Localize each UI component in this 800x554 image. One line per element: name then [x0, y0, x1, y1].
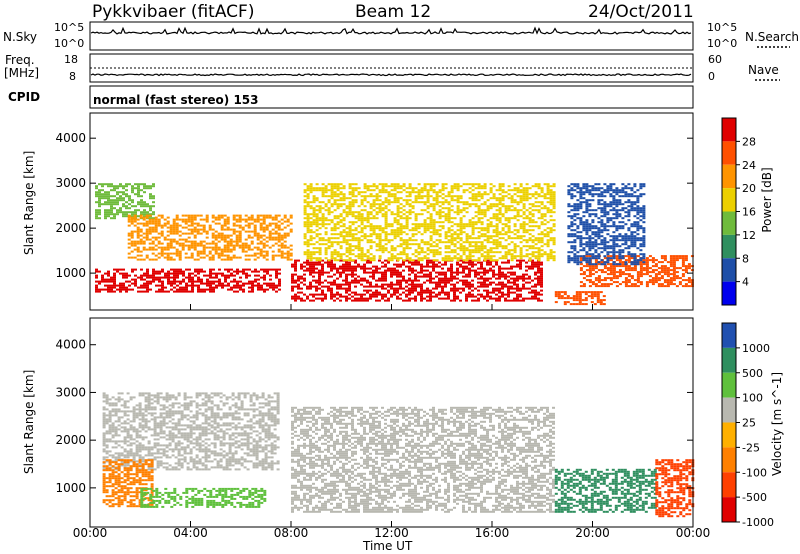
nsearch-label: N.Search — [745, 30, 800, 44]
x-tick-label: 00:00 — [676, 526, 711, 540]
power-data-region — [95, 268, 281, 293]
freq-label: Freq. — [5, 53, 35, 67]
power-data-region — [127, 214, 293, 261]
power-colorbar-swatch — [722, 141, 736, 165]
velocity-colorbar-tick-label: 500 — [742, 367, 763, 380]
x-tick-label: 04:00 — [173, 526, 208, 540]
power-data-region — [291, 259, 543, 302]
velocity-colorbar-tick-label: 100 — [742, 392, 763, 405]
power-y-tick-label: 2000 — [55, 221, 86, 235]
power-colorbar-swatch — [722, 234, 736, 259]
velocity-colorbar-swatch — [722, 323, 736, 348]
power-colorbar-tick-label: 20 — [742, 182, 756, 195]
cpid-label: CPID — [8, 90, 41, 104]
velocity-colorbar-swatch — [722, 372, 736, 398]
power-colorbar-tick-label: 16 — [742, 206, 756, 219]
power-colorbar-swatch — [722, 211, 736, 235]
power-colorbar-swatch — [722, 118, 736, 142]
velocity-colorbar-tick-label: -100 — [742, 466, 767, 479]
x-axis-label: Time UT — [363, 539, 413, 553]
velocity-y-tick-label: 2000 — [55, 433, 86, 447]
power-y-tick-label: 3000 — [55, 176, 86, 190]
velocity-data-region — [655, 459, 695, 518]
x-tick-label: 20:00 — [575, 526, 610, 540]
velocity-colorbar-tick-label: -25 — [742, 441, 760, 454]
velocity-colorbar-swatch — [722, 422, 736, 448]
power-colorbar-tick-label: 8 — [742, 252, 749, 265]
nsky-strip — [89, 21, 694, 51]
nsearch-tick-top: 10^5 — [707, 21, 738, 34]
power-colorbar-swatch — [722, 164, 736, 189]
power-colorbar-tick-label: 12 — [742, 229, 756, 242]
velocity-colorbar-swatch — [722, 472, 736, 498]
velocity-data-region — [291, 406, 555, 513]
power-colorbar-tick-label: 4 — [742, 276, 749, 289]
cpid-strip — [89, 85, 694, 109]
freq-trace — [90, 73, 692, 77]
power-colorbar-tick-label: 28 — [742, 135, 756, 148]
power-colorbar-swatch — [722, 258, 736, 282]
date-label: 24/Oct/2011 — [588, 2, 694, 22]
nsky-label: N.Sky — [3, 30, 38, 44]
power-y-tick-label: 1000 — [55, 266, 86, 280]
beam-label: Beam 12 — [355, 2, 432, 22]
freq-tick-bottom: 8 — [69, 70, 76, 83]
velocity-colorbar-swatch — [722, 447, 736, 473]
nave-tick-bottom: 0 — [708, 70, 715, 83]
power-colorbar-swatch — [722, 281, 736, 305]
x-tick-label: 08:00 — [274, 526, 309, 540]
velocity-colorbar-swatch — [722, 397, 736, 423]
velocity-data-region — [102, 459, 154, 508]
nsky-tick-bottom: 10^0 — [54, 37, 85, 50]
x-tick-label: 00:00 — [73, 526, 108, 540]
velocity-y-tick-label: 4000 — [55, 338, 86, 352]
nsearch-tick-bottom: 10^0 — [707, 37, 738, 50]
velocity-colorbar-swatch — [722, 497, 736, 522]
velocity-y-tick-label: 3000 — [55, 385, 86, 399]
x-tick-label: 16:00 — [475, 526, 510, 540]
velocity-data-region — [140, 487, 267, 508]
power-colorbar-tick-label: 24 — [742, 159, 756, 172]
power-data-region — [303, 183, 556, 262]
power-data-region — [95, 183, 155, 220]
velocity-colorbar-tick-label: -500 — [742, 491, 767, 504]
station-title: Pykkvibaer (fitACF) — [92, 2, 255, 22]
power-y-tick-label: 4000 — [55, 131, 86, 145]
nsky-trace — [90, 26, 692, 35]
cpid-text: normal (fast stereo) 153 — [93, 93, 259, 107]
freq-unit: [MHz] — [4, 66, 40, 80]
freq-tick-top: 18 — [64, 53, 78, 66]
nave-label: Nave — [748, 63, 779, 77]
power-data-region — [554, 291, 606, 306]
x-tick-label: 12:00 — [374, 526, 409, 540]
nave-tick-top: 60 — [708, 53, 722, 66]
velocity-y-tick-label: 1000 — [55, 481, 86, 495]
nsky-tick-top: 10^5 — [54, 21, 85, 34]
velocity-colorbar-swatch — [722, 347, 736, 373]
power-colorbar-swatch — [722, 188, 736, 212]
velocity-colorbar-tick-label: 1000 — [742, 342, 770, 355]
velocity-data-region — [102, 392, 280, 471]
velocity-colorbar-tick-label: -1000 — [742, 516, 774, 529]
velocity-data-region — [554, 468, 657, 513]
velocity-colorbar-tick-label: 25 — [742, 417, 756, 430]
power-data-region — [567, 183, 646, 266]
